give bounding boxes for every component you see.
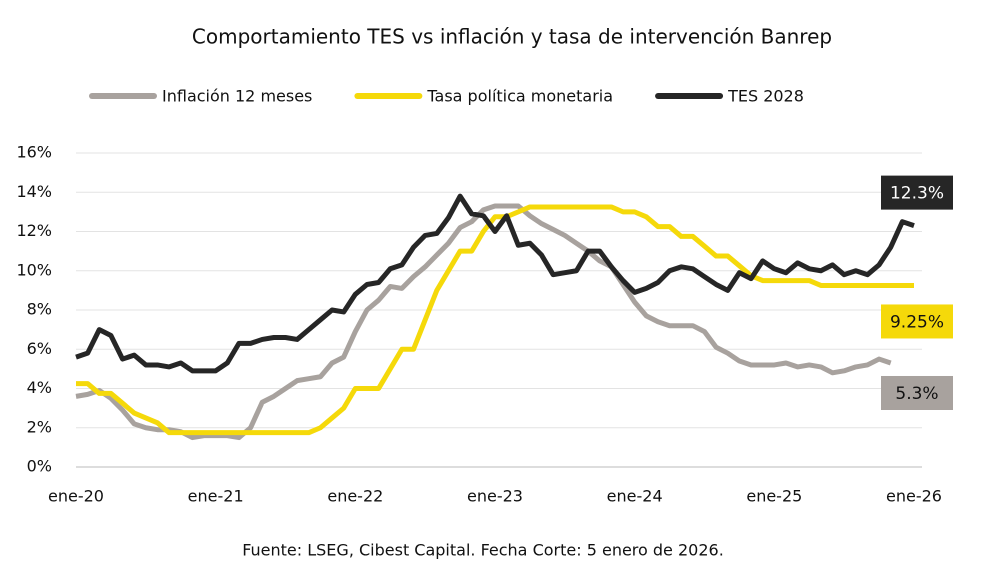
value-label: 9.25% <box>890 312 944 332</box>
source-note: Fuente: LSEG, Cibest Capital. Fecha Cort… <box>242 541 724 560</box>
series-line <box>75 193 915 374</box>
value-label: 12.3% <box>890 184 944 204</box>
x-tick-label: ene-24 <box>607 487 663 506</box>
y-tick-label: 14% <box>16 182 52 201</box>
y-tick-label: 16% <box>16 143 52 162</box>
value-label: 5.3% <box>895 384 938 404</box>
y-tick-label: 6% <box>27 339 52 358</box>
x-tick-label: ene-26 <box>886 487 942 506</box>
series-line <box>76 204 914 436</box>
chart-title: Comportamiento TES vs inflación y tasa d… <box>192 25 832 49</box>
x-tick-label: ene-21 <box>188 487 244 506</box>
label-box <box>881 375 953 410</box>
x-tick-label: ene-23 <box>467 487 523 506</box>
y-tick-label: 12% <box>16 221 52 240</box>
y-tick-label: 2% <box>27 417 52 436</box>
x-tick-label: ene-20 <box>48 487 104 506</box>
y-tick-label: 8% <box>27 300 52 319</box>
y-tick-label: 0% <box>27 457 52 476</box>
label-box <box>881 304 953 339</box>
legend-label: TES 2028 <box>727 87 804 106</box>
label-box <box>881 175 953 210</box>
x-tick-label: ene-25 <box>746 487 802 506</box>
x-tick-label: ene-22 <box>327 487 383 506</box>
y-tick-label: 10% <box>16 260 52 279</box>
series-line <box>75 203 892 441</box>
legend-label: Inflación 12 meses <box>162 87 312 106</box>
legend-label: Tasa política monetaria <box>426 87 613 106</box>
y-tick-label: 4% <box>27 378 52 397</box>
